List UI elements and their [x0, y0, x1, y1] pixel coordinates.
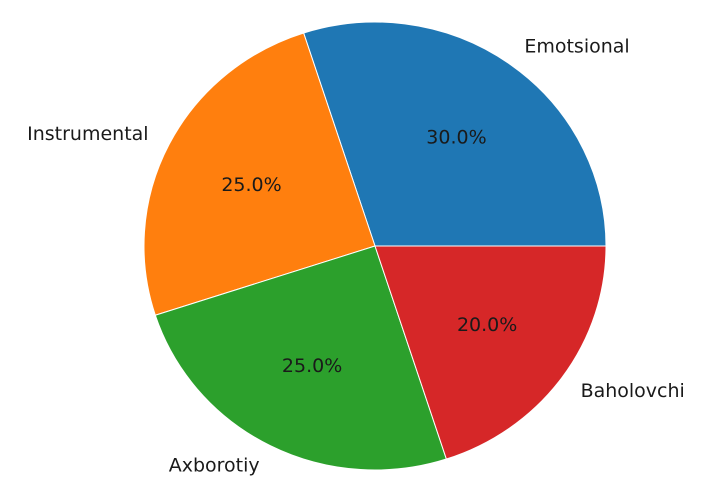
- pie-value-label-emotsional: 30.0%: [426, 126, 486, 148]
- pie-slices: [143, 21, 607, 471]
- pie-category-label-baholovchi: Baholovchi: [581, 380, 685, 402]
- pie-value-label-baholovchi: 20.0%: [457, 314, 517, 336]
- pie-labels: 30.0% Emotsional 25.0% Instrumental 25.0% Axb…: [27, 36, 685, 477]
- pie-slice-instrumental: [143, 32, 376, 316]
- pie-slice-axborotiy: [154, 245, 448, 471]
- pie-slice-baholovchi: [374, 245, 607, 460]
- pie-value-label-axborotiy: 25.0%: [282, 355, 342, 377]
- pie-slice-emotsional: [302, 21, 607, 247]
- pie-category-label-emotsional: Emotsional: [524, 36, 629, 58]
- pie-value-label-instrumental: 25.0%: [221, 174, 281, 196]
- pie-category-label-instrumental: Instrumental: [27, 123, 148, 145]
- pie-category-label-axborotiy: Axborotiy: [169, 455, 260, 477]
